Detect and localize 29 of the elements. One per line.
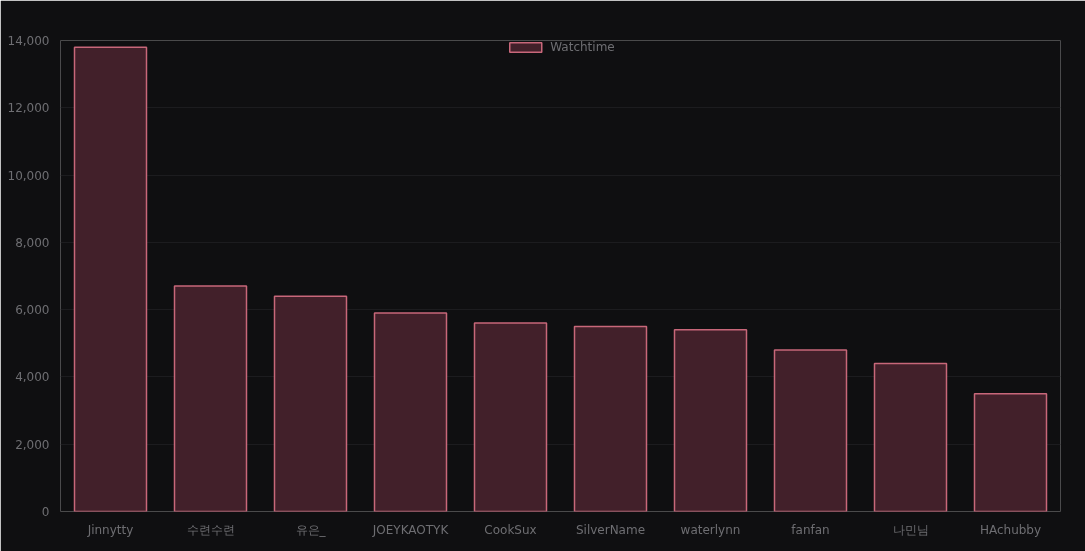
y-tick-label: 4,000 bbox=[15, 370, 50, 385]
bar bbox=[273, 295, 348, 512]
x-tick-label: fanfan bbox=[791, 522, 830, 537]
y-tick-label: 2,000 bbox=[15, 437, 50, 452]
x-tick-label: 유은_ bbox=[295, 522, 327, 537]
x-tick-label: SilverName bbox=[575, 522, 646, 537]
bar bbox=[673, 329, 748, 512]
y-tick-label: 12,000 bbox=[7, 101, 50, 116]
bar bbox=[73, 46, 148, 512]
x-tick-label: waterlynn bbox=[680, 522, 741, 537]
x-tick-label: JOEYKAOTYK bbox=[371, 522, 450, 537]
bar bbox=[873, 362, 948, 512]
x-tick-label: HAchubby bbox=[979, 522, 1042, 537]
y-tick-label: 0 bbox=[41, 505, 50, 519]
bar bbox=[773, 349, 848, 512]
x-tick-label: Jinnytty bbox=[86, 522, 134, 537]
x-tick-label: CookSux bbox=[484, 522, 537, 537]
bar bbox=[173, 285, 248, 512]
x-tick-label: 수련수련 bbox=[186, 522, 235, 537]
bar bbox=[973, 393, 1048, 512]
y-tick-label: 6,000 bbox=[15, 303, 50, 318]
bar bbox=[473, 322, 548, 512]
x-tick-label: 나민님 bbox=[892, 522, 929, 537]
y-tick-label: 8,000 bbox=[15, 235, 50, 250]
y-tick-label: 14,000 bbox=[7, 34, 50, 48]
y-tick-label: 10,000 bbox=[7, 168, 50, 183]
bar bbox=[373, 312, 448, 512]
bar bbox=[573, 325, 648, 512]
legend-label: Watchtime bbox=[550, 40, 615, 54]
